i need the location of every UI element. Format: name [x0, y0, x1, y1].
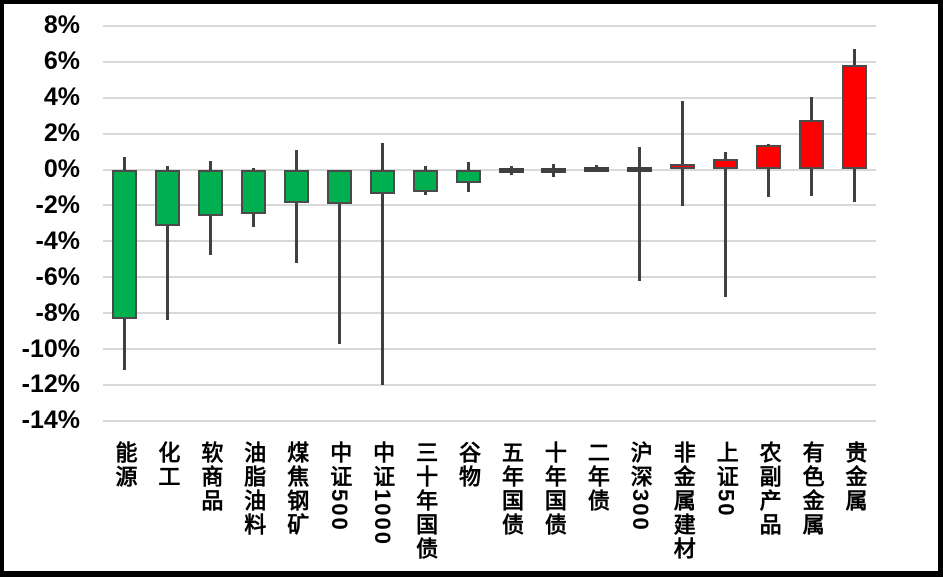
candle-body: [799, 120, 825, 170]
candle-wick: [337, 169, 341, 344]
x-axis-category-label: 贵金属: [842, 441, 868, 513]
x-axis-category-label: 化工: [155, 441, 181, 489]
candle-body: [584, 167, 610, 173]
plot-area: 8% 6% 4% 2% 0% -2% -4% -6% -8% -10% -12% -14% 能源 化工 软商…: [4, 4, 938, 571]
candle-body: [154, 169, 180, 226]
y-axis-tick-label: 8%: [43, 11, 80, 40]
candle-body: [627, 167, 653, 172]
candle-body: [240, 169, 266, 215]
gridline: [103, 419, 876, 422]
x-axis-category-label: 农副产品: [756, 441, 782, 537]
x-axis-category-label: 油脂油料: [241, 441, 267, 537]
y-axis-tick-label: -4%: [35, 226, 80, 255]
x-axis-category-label: 五年国债: [499, 441, 524, 537]
candle-body: [412, 169, 438, 192]
candle-wick: [724, 151, 728, 297]
y-axis-tick-label: -12%: [21, 370, 80, 399]
gridline: [103, 276, 876, 279]
gridline: [103, 168, 876, 171]
y-axis-tick-label: 6%: [43, 47, 80, 76]
candle-wick: [294, 149, 298, 263]
candle-body: [112, 169, 137, 320]
candle-body: [197, 169, 223, 217]
x-axis-category-label: 中证500: [327, 441, 353, 532]
candle-wick: [767, 143, 771, 198]
x-axis-category-label: 沪深300: [627, 441, 653, 532]
gridline: [103, 60, 876, 63]
candle-body: [842, 65, 867, 170]
candle-body: [498, 167, 524, 173]
x-axis-category-label: 软商品: [198, 441, 224, 513]
candle-body: [455, 169, 481, 183]
x-axis-category-label: 十年国债: [541, 441, 567, 537]
y-axis-tick-label: 4%: [43, 83, 80, 112]
x-axis-category-label: 有色金属: [799, 441, 825, 537]
y-axis-tick-label: 0%: [43, 155, 80, 183]
x-axis-category-label: 二年债: [584, 441, 610, 513]
gridline: [103, 383, 876, 386]
x-axis-category-label: 谷物: [456, 441, 481, 489]
candle-wick: [380, 142, 384, 385]
y-axis-tick-label: -8%: [35, 298, 80, 327]
x-axis-category-label: 非金属建材: [670, 441, 696, 561]
candle-wick: [638, 147, 642, 281]
x-axis-category-label: 三十年国债: [413, 441, 439, 561]
y-axis-tick-label: -14%: [21, 406, 80, 435]
candle-body: [756, 145, 782, 170]
y-axis-tick-label: 2%: [43, 119, 80, 148]
x-axis-category-label: 能源: [112, 441, 138, 489]
x-axis-category-label: 中证1000: [370, 441, 396, 546]
candle-body: [541, 168, 567, 174]
gridline: [103, 204, 876, 207]
gridline: [103, 312, 876, 315]
x-axis-category-label: 煤焦钢矿: [284, 441, 310, 537]
candle-body: [713, 158, 739, 170]
y-axis-tick-label: -2%: [35, 190, 80, 219]
y-axis-tick-label: -6%: [35, 262, 80, 291]
gridline: [103, 348, 876, 350]
candle-body: [326, 169, 352, 204]
candle-wick: [681, 101, 685, 207]
gridline: [103, 24, 876, 27]
gridline: [103, 240, 876, 243]
candle-body: [670, 164, 696, 170]
candle-body: [283, 169, 309, 203]
gridline: [103, 96, 876, 99]
x-axis-category-label: 上证50: [713, 441, 739, 518]
y-axis-tick-label: -10%: [21, 334, 80, 363]
candle-body: [369, 169, 395, 194]
gridline: [103, 132, 876, 135]
candle-wick: [165, 165, 169, 321]
